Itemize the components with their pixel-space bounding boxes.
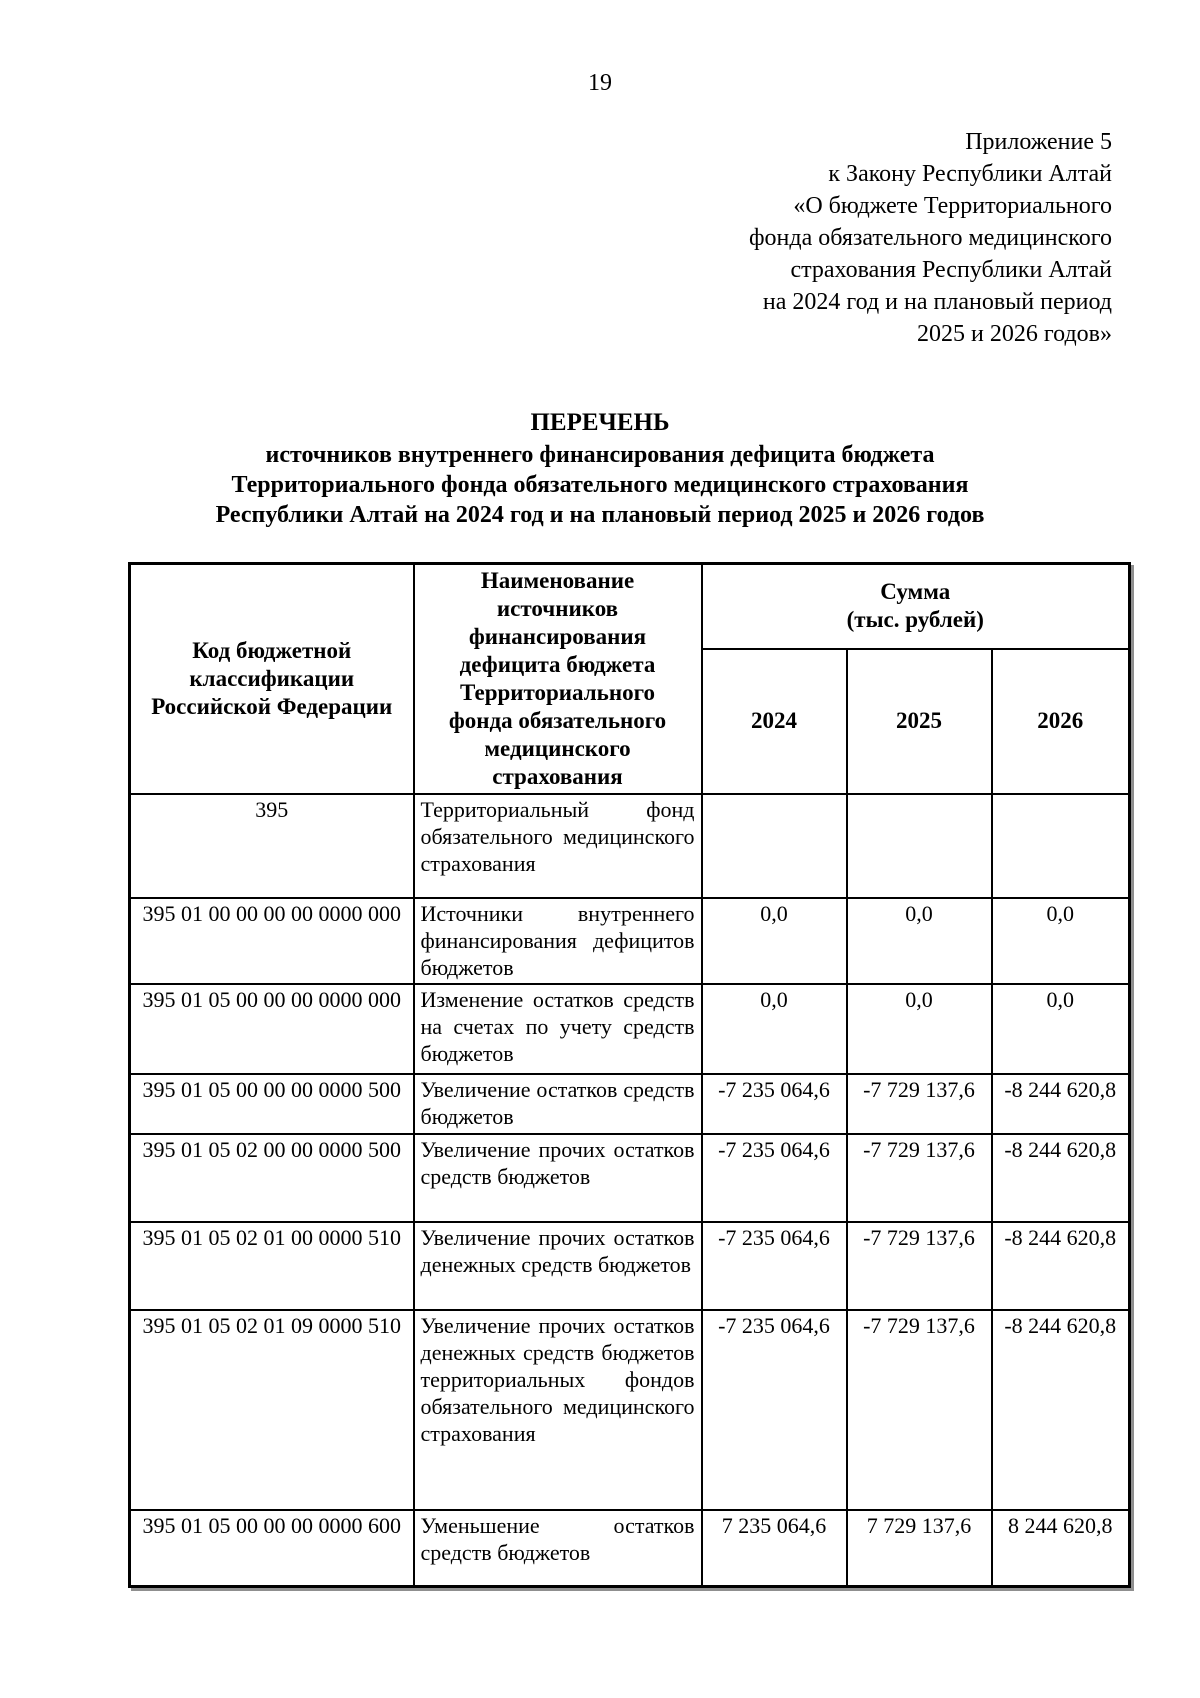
header-code-line: классификации <box>189 666 355 691</box>
header-name-line: финансирования <box>468 624 647 649</box>
cell-budget-code: 395 01 05 00 00 00 0000 000 <box>128 983 415 1075</box>
cell-amount-2024: -7 235 064,6 <box>700 1221 848 1311</box>
cell-amount-2025: -7 729 137,6 <box>845 1073 993 1135</box>
cell-source-name: Изменение остатков средств на счетах по … <box>412 983 703 1075</box>
cell-amount-2025: -7 729 137,6 <box>845 1133 993 1223</box>
cell-amount-2026: 0,0 <box>990 897 1131 985</box>
table-row: 395 01 05 02 01 09 0000 510 Увеличение п… <box>128 1309 1131 1511</box>
appendix-line: на 2024 год и на плановый период <box>762 289 1112 315</box>
title-line: источников внутреннего финансирования де… <box>265 442 935 468</box>
table-body: 395 Территориальный фонд обязательного м… <box>128 793 1131 1588</box>
table-row: 395 01 05 00 00 00 0000 600 Уменьшение о… <box>128 1509 1131 1588</box>
header-year-2024: 2024 <box>700 647 848 796</box>
table-row: 395 01 05 00 00 00 0000 500 Увеличение о… <box>128 1073 1131 1135</box>
cell-amount-2024: -7 235 064,6 <box>700 1073 848 1135</box>
cell-budget-code: 395 01 05 00 00 00 0000 500 <box>128 1073 415 1135</box>
cell-source-name: Увеличение остатков средств бюджетов <box>412 1073 703 1135</box>
table-row: 395 01 05 00 00 00 0000 000 Изменение ос… <box>128 983 1131 1075</box>
appendix-line: фонда обязательного медицинского <box>748 225 1112 251</box>
cell-amount-2024 <box>700 793 848 899</box>
header-name-line: Территориального <box>460 680 655 705</box>
header-sum-column: Сумма (тыс. рублей) <box>700 562 1131 650</box>
header-name-line: Наименование <box>480 568 635 593</box>
header-sum-line: Сумма <box>880 579 951 605</box>
table-row: 395 01 00 00 00 00 0000 000 Источники вн… <box>128 897 1131 985</box>
document-title: ПЕРЕЧЕНЬ источников внутреннего финансир… <box>0 408 1200 530</box>
header-name-line: фонда обязательного <box>448 708 667 733</box>
cell-amount-2026: -8 244 620,8 <box>990 1309 1131 1511</box>
table-row: 395 Территориальный фонд обязательного м… <box>128 793 1131 899</box>
cell-source-name: Территориальный фонд обязательного медиц… <box>412 793 703 899</box>
cell-amount-2026: 8 244 620,8 <box>990 1509 1131 1588</box>
cell-amount-2024: 0,0 <box>700 897 848 985</box>
header-name-line: страхования <box>492 764 623 789</box>
table-row: 395 01 05 02 00 00 0000 500 Увеличение п… <box>128 1133 1131 1223</box>
header-name-line: медицинского <box>484 736 631 761</box>
cell-source-name: Источники внутреннего финансирования деф… <box>412 897 703 985</box>
cell-budget-code: 395 01 05 02 01 00 0000 510 <box>128 1221 415 1311</box>
appendix-line: к Закону Республики Алтай <box>828 161 1112 187</box>
title-subtitle: источников внутреннего финансирования де… <box>0 440 1200 530</box>
header-sum-line: (тыс. рублей) <box>846 607 984 633</box>
budget-sources-table: Код бюджетной классификации Российской Фед… <box>128 562 1132 1588</box>
title-heading: ПЕРЕЧЕНЬ <box>530 409 670 436</box>
appendix-block: Приложение 5 к Закону Республики Алтай «О … <box>749 126 1112 350</box>
appendix-line: «О бюджете Территориального <box>793 193 1112 219</box>
appendix-line: страхования Республики Алтай <box>790 257 1112 283</box>
header-year-2026: 2026 <box>990 647 1131 796</box>
header-code-line: Код бюджетной <box>192 638 352 663</box>
cell-amount-2024: 0,0 <box>700 983 848 1075</box>
appendix-line: 2025 и 2026 годов» <box>917 321 1112 347</box>
cell-amount-2026: 0,0 <box>990 983 1131 1075</box>
header-code-line: Российской Федерации <box>151 694 393 719</box>
title-line: Территориального фонда обязательного мед… <box>231 472 969 498</box>
title-line: Республики Алтай на 2024 год и на планов… <box>215 502 985 528</box>
cell-budget-code: 395 01 05 00 00 00 0000 600 <box>128 1509 415 1588</box>
cell-budget-code: 395 <box>128 793 415 899</box>
cell-source-name: Увеличение прочих остатков денежных сред… <box>412 1309 703 1511</box>
cell-amount-2025: 0,0 <box>845 983 993 1075</box>
cell-amount-2026: -8 244 620,8 <box>990 1133 1131 1223</box>
header-year-2025: 2025 <box>845 647 993 796</box>
cell-amount-2025: 7 729 137,6 <box>845 1509 993 1588</box>
cell-amount-2024: -7 235 064,6 <box>700 1309 848 1511</box>
cell-source-name: Уменьшение остатков средств бюджетов <box>412 1509 703 1588</box>
cell-amount-2025: -7 729 137,6 <box>845 1309 993 1511</box>
appendix-line: Приложение 5 <box>965 129 1112 155</box>
cell-budget-code: 395 01 00 00 00 00 0000 000 <box>128 897 415 985</box>
cell-budget-code: 395 01 05 02 01 09 0000 510 <box>128 1309 415 1511</box>
cell-amount-2026: -8 244 620,8 <box>990 1073 1131 1135</box>
cell-amount-2026: -8 244 620,8 <box>990 1221 1131 1311</box>
cell-budget-code: 395 01 05 02 00 00 0000 500 <box>128 1133 415 1223</box>
cell-amount-2024: -7 235 064,6 <box>700 1133 848 1223</box>
page-number: 19 <box>588 70 612 96</box>
cell-amount-2024: 7 235 064,6 <box>700 1509 848 1588</box>
table-header: Код бюджетной классификации Российской Фед… <box>128 562 1131 796</box>
cell-amount-2025: 0,0 <box>845 897 993 985</box>
cell-amount-2025 <box>845 793 993 899</box>
header-name-line: дефицита бюджета <box>459 652 656 677</box>
header-name-column: Наименование источников финансирования дефи… <box>412 562 703 795</box>
cell-source-name: Увеличение прочих остатков денежных сред… <box>412 1221 703 1311</box>
cell-amount-2025: -7 729 137,6 <box>845 1221 993 1311</box>
cell-amount-2026 <box>990 793 1131 899</box>
cell-source-name: Увеличение прочих остатков средств бюдже… <box>412 1133 703 1223</box>
header-code-column: Код бюджетной классификации Российской Фед… <box>128 562 415 795</box>
header-name-line: источников <box>496 596 619 621</box>
table-row: 395 01 05 02 01 00 0000 510 Увеличение п… <box>128 1221 1131 1311</box>
